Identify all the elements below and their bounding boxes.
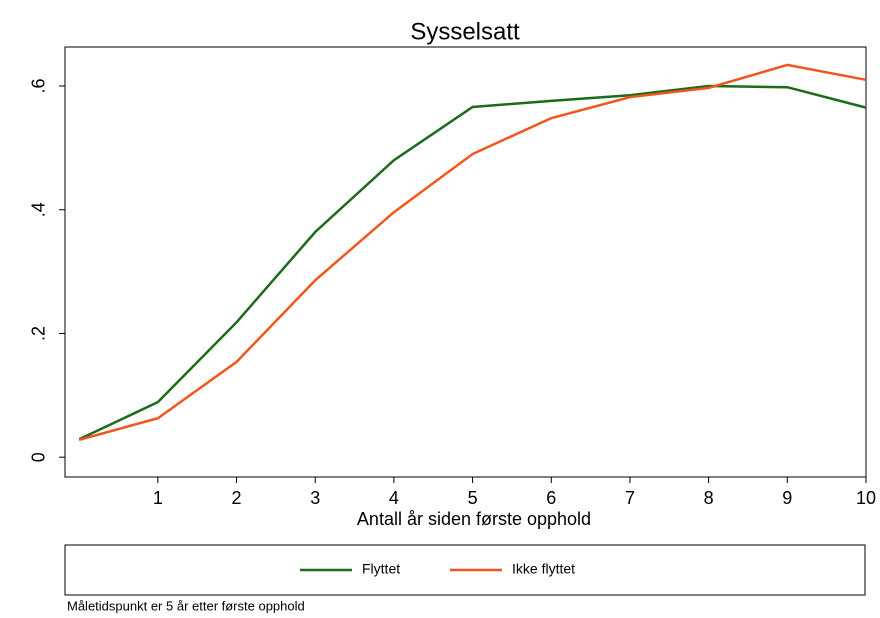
x-tick-label: 10 [856, 488, 876, 508]
x-tick-label: 6 [546, 488, 556, 508]
x-tick-label: 5 [468, 488, 478, 508]
y-tick-label: 0 [29, 452, 49, 462]
x-tick-label: 4 [389, 488, 399, 508]
chart-title: Sysselsatt [410, 18, 520, 45]
x-axis-title: Antall år siden første opphold [357, 509, 591, 529]
series-line [78, 63, 867, 442]
legend-label: Ikke flyttet [512, 561, 575, 577]
y-tick-label: .2 [29, 326, 49, 341]
y-tick-label: .4 [29, 202, 49, 217]
x-tick-label: 3 [310, 488, 320, 508]
x-tick-label: 9 [782, 488, 792, 508]
series-line [78, 84, 867, 441]
legend-label: Flyttet [362, 561, 400, 577]
x-tick-label: 7 [625, 488, 635, 508]
y-tick-label: .6 [29, 78, 49, 93]
x-tick-label: 2 [232, 488, 242, 508]
legend-box [64, 544, 866, 596]
x-tick-label: 8 [704, 488, 714, 508]
plot-frame [64, 46, 867, 478]
x-tick-label: 1 [153, 488, 163, 508]
footnote: Måletidspunkt er 5 år etter første oppho… [67, 598, 305, 613]
